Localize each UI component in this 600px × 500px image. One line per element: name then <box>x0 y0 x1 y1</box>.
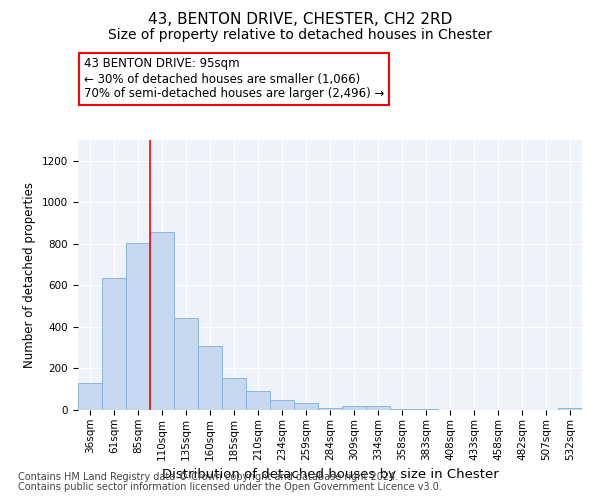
Bar <box>294 402 318 410</box>
Text: Contains HM Land Registry data © Crown copyright and database right 2024.: Contains HM Land Registry data © Crown c… <box>18 472 398 482</box>
Text: Contains public sector information licensed under the Open Government Licence v3: Contains public sector information licen… <box>18 482 442 492</box>
Bar <box>150 232 174 410</box>
Bar <box>366 406 390 410</box>
Bar <box>126 243 150 410</box>
Bar <box>270 400 294 410</box>
Text: 43 BENTON DRIVE: 95sqm
← 30% of detached houses are smaller (1,066)
70% of semi-: 43 BENTON DRIVE: 95sqm ← 30% of detached… <box>84 58 385 100</box>
Bar <box>222 378 246 410</box>
Bar <box>558 408 582 410</box>
Bar <box>102 278 126 410</box>
Bar <box>246 392 270 410</box>
X-axis label: Distribution of detached houses by size in Chester: Distribution of detached houses by size … <box>161 468 499 481</box>
Bar <box>414 409 438 410</box>
Text: 43, BENTON DRIVE, CHESTER, CH2 2RD: 43, BENTON DRIVE, CHESTER, CH2 2RD <box>148 12 452 28</box>
Text: Size of property relative to detached houses in Chester: Size of property relative to detached ho… <box>108 28 492 42</box>
Bar <box>78 383 102 410</box>
Bar <box>318 408 342 410</box>
Bar <box>390 409 414 410</box>
Bar <box>342 406 366 410</box>
Y-axis label: Number of detached properties: Number of detached properties <box>23 182 37 368</box>
Bar <box>198 346 222 410</box>
Bar <box>174 318 198 410</box>
